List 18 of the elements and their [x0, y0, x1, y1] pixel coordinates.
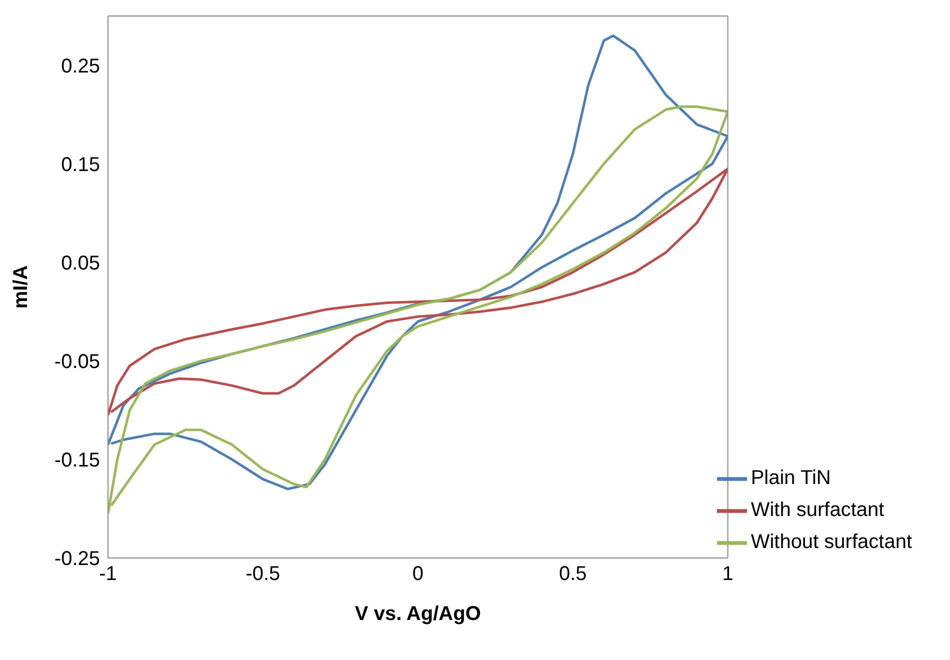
line-series [108, 167, 728, 416]
x-tick-label: 1 [722, 563, 734, 586]
x-tick-label: -0.5 [246, 563, 280, 586]
legend-label: With surfactant [750, 499, 884, 521]
line-series [108, 105, 728, 515]
y-axis-title: mI/A [10, 265, 32, 309]
y-tick-label: 0.25 [61, 55, 100, 78]
x-tick-label: -1 [99, 563, 117, 586]
x-axis-title: V vs. Ag/AgO [354, 603, 481, 625]
y-tick-label: 0.15 [61, 154, 100, 176]
y-tick-label: 0.05 [61, 252, 100, 274]
x-tick-label: 0.5 [558, 563, 587, 586]
x-tick-label: 0 [412, 563, 424, 586]
y-tick-label: -0.25 [54, 548, 100, 570]
y-tick-label: -0.15 [54, 450, 100, 472]
legend-label: Without surfactant [750, 531, 912, 553]
y-tick-label: -0.05 [54, 351, 100, 374]
legend-label: Plain TiN [750, 467, 831, 489]
